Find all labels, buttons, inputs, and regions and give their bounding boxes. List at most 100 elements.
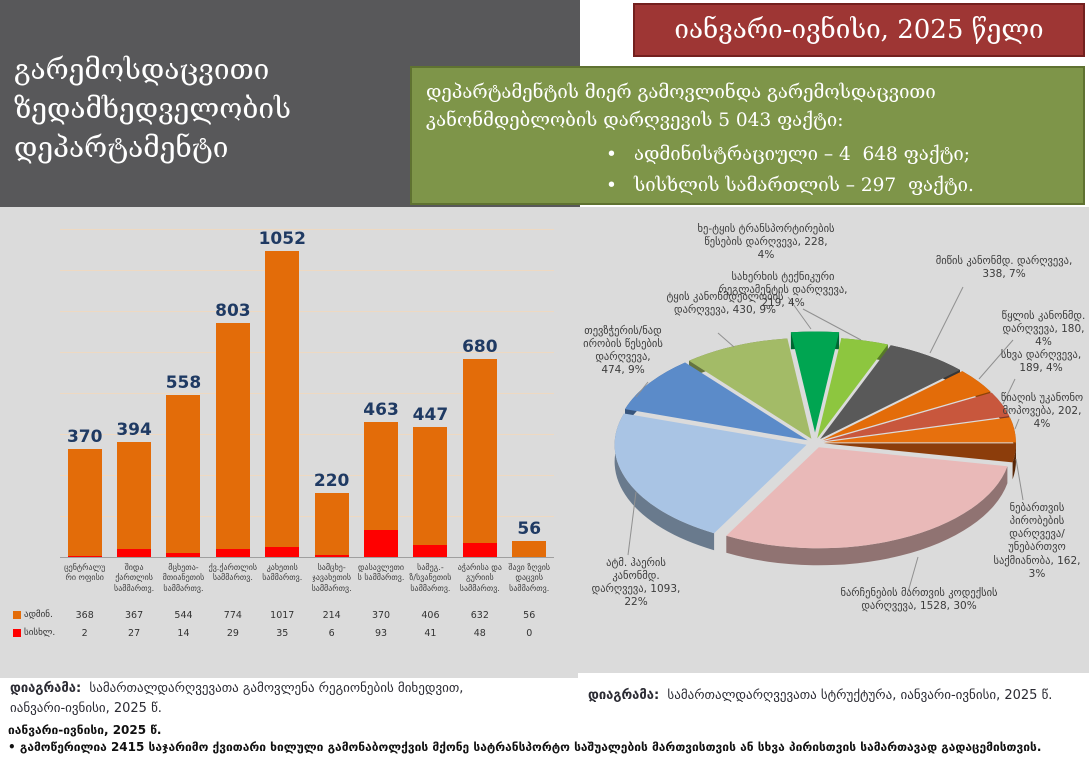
bar-segment-admin [512, 540, 547, 557]
bar-segment-criminal [462, 543, 497, 557]
pie-chart-panel: ხე-ტყის ტრანსპორტირების წესების დარღვევა… [578, 207, 1089, 673]
bar-column: 680 [455, 337, 504, 557]
pie-slice-side [726, 466, 1008, 566]
caption-pie-chart: დიაგრამა: სამართალდარღვევათა სტრუქტურა, … [588, 686, 1088, 706]
bar-table-value: 41 [424, 627, 437, 639]
bar-table-value: 370 [371, 609, 391, 621]
bar-segment-criminal [166, 552, 201, 557]
bar-segment-criminal [314, 555, 349, 557]
bar-table-value: 214 [322, 609, 341, 621]
bar-table-value: 368 [75, 609, 94, 621]
pie-slice [824, 443, 1016, 463]
pie-slice-label: სახერხის ტექნიკური რეგლამენტის დარღვევა,… [718, 271, 848, 310]
pie-slice [817, 338, 888, 439]
bar [462, 358, 497, 557]
caption-prefix: დიაგრამა: [10, 681, 82, 696]
bar-table-value: 0 [526, 627, 533, 639]
bar-plot: 370 394 558 803 1052 220 463 447 680 56 [60, 225, 554, 558]
pie-slice [689, 338, 812, 439]
bar [166, 394, 201, 557]
bar-segment-admin [215, 323, 250, 549]
pie-slice-label: ტყის კანონმდებლობის დარღვევა, 430, 9% [666, 291, 784, 317]
bar-segment-admin [265, 250, 300, 547]
pie-leader-line [907, 556, 919, 593]
summary-bullet: ადმინისტრაციული – 4 648 ფაქტი; [598, 139, 1069, 171]
legend-label: სისხლ. [24, 628, 56, 638]
pie-leader-line [802, 308, 862, 341]
bar-table-value: 6 [328, 627, 335, 639]
pie-leader-line [929, 286, 964, 354]
pie-slice-label: წიაღის უკანონო მოპოვება, 202, 4% [1000, 392, 1084, 431]
bar-value-label: 803 [215, 301, 251, 322]
bar-table-value: 93 [374, 627, 388, 639]
pie-slice-side [1012, 443, 1016, 480]
bar-value-label: 447 [412, 404, 449, 425]
bar-table-value: 367 [125, 609, 144, 621]
footer-note: • გამოწერილია 2415 საჯარიმო ქვითარი ხილუ… [8, 739, 1042, 754]
pie-leader-line [1002, 378, 1016, 405]
bar-segment-admin [462, 358, 497, 543]
bar-category-label: კახეთის სამმართვ. [262, 563, 303, 583]
page-title: გარემოსდაცვითი ზედამხედველობის დეპარტამე… [14, 53, 292, 164]
bar-column: 447 [406, 405, 455, 557]
bar-segment-criminal [265, 546, 300, 557]
bar-table-value: 406 [421, 609, 440, 621]
bar [215, 323, 250, 557]
pie-slice [820, 345, 960, 440]
bar-segment-admin [117, 442, 152, 550]
bar-value-label: 220 [313, 471, 350, 492]
pie-slice [823, 392, 1010, 442]
pie-slice [822, 371, 991, 441]
bar-segment-criminal [67, 556, 102, 557]
footer: იანვარი-ივნისი, 2025 წ. • გამოწერილია 24… [8, 722, 1074, 756]
bar-table-value: 1017 [270, 609, 295, 621]
bar-category-label: ქვ.ქართლის სამმართვ. [208, 563, 258, 583]
bar-segment-admin [413, 426, 448, 546]
bar-table-value: 29 [226, 627, 239, 639]
pie-slice-label: წყლის კანონმდ. დარღვევა, 180, 4% [1001, 310, 1086, 349]
pie-leader-line [787, 296, 812, 330]
bar-chart-panel: 370 394 558 803 1052 220 463 447 680 56 ცენტრალუ … [0, 207, 578, 678]
pie-slice-label: ნარჩენების მართვის კოდექსის დარღვევა, 15… [840, 587, 998, 613]
bar-segment-admin [67, 448, 102, 556]
bar-category-label: დასავლეთი ს სამმართვ. [357, 563, 405, 583]
bar-segment-criminal [215, 548, 250, 557]
bar-value-label: 370 [66, 426, 103, 447]
summary-box: დეპარტამენტის მიერ გამოვლინდა გარემოსდაც… [410, 66, 1085, 205]
bar-segment-admin [364, 422, 399, 530]
pie-leader-line [717, 332, 735, 348]
bar-legend-cell: სისხლ. [0, 628, 60, 638]
bar-category-row: ცენტრალუ რი ოფისი შიდა ქართლის სამმართვ. მ… [60, 558, 554, 594]
caption-prefix: დიაგრამა: [588, 688, 660, 703]
pie-slice-label: ნებართვის პირობების დარღვევა/უნებართვო ს… [993, 502, 1081, 580]
bar-table-value: 35 [276, 627, 289, 639]
pie-slice [823, 417, 1016, 443]
footer-period: იანვარი-ივნისი, 2025 წ. [8, 723, 162, 737]
bar-legend-cell: ადმინ. [0, 610, 60, 620]
pie-leader-line [978, 339, 1014, 380]
legend-swatch [13, 629, 21, 637]
bar [314, 493, 349, 557]
bar-segment-criminal [364, 529, 399, 557]
bar-value-label: 1052 [258, 228, 306, 249]
bar-table-value: 544 [174, 609, 193, 621]
pie-slice-label: სხვა დარღვევა, 189, 4% [1000, 349, 1082, 375]
bar-value-label: 558 [165, 372, 202, 393]
legend-swatch [13, 611, 21, 619]
bar [265, 250, 300, 557]
bar-column: 803 [208, 301, 257, 557]
bar-column: 56 [505, 519, 554, 557]
bar-table-value: 27 [128, 627, 141, 639]
pie-slice [614, 413, 807, 534]
pie-leader-line [1015, 458, 1024, 501]
summary-bullets: ადმინისტრაციული – 4 648 ფაქტი;სისხლის სა… [598, 139, 1069, 202]
bar [117, 442, 152, 557]
bar-column: 394 [109, 420, 158, 557]
bar-segment-criminal [413, 545, 448, 557]
bar-table-row: ადმინ. 368 367 544 774 1017 214 370 406 632 56 [0, 606, 566, 624]
bar-table-value: 48 [473, 627, 486, 639]
pie-svg [614, 286, 1024, 593]
bar-table-value: 2 [81, 627, 88, 639]
pie-slice-label: ატმ. ჰაერის კანონმდ. დარღვევა, 1093, 22% [591, 557, 681, 609]
pie-slice-side [614, 413, 715, 551]
